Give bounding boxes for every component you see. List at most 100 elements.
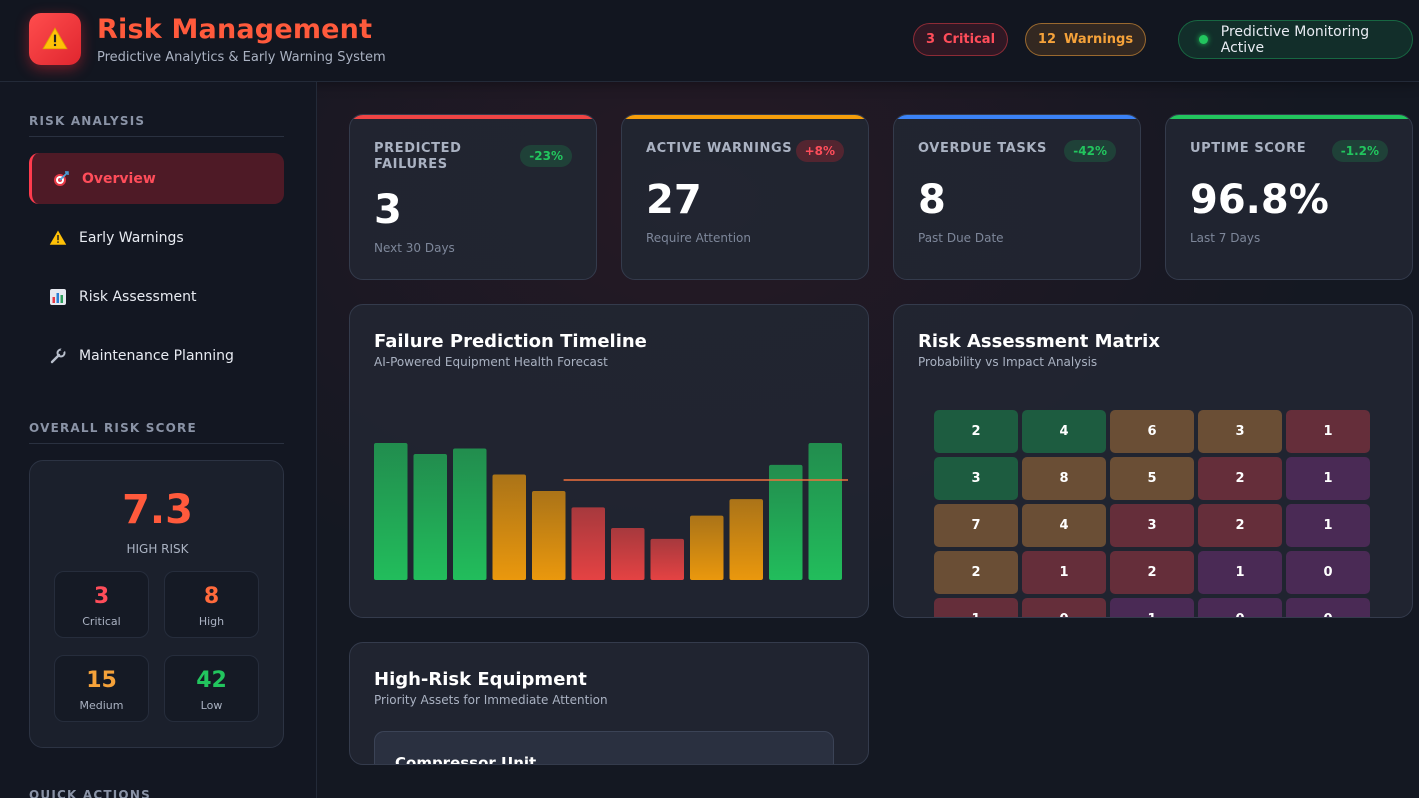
kpi-sub: Next 30 Days: [374, 241, 455, 255]
kpi-predicted-failures: PREDICTED FAILURES -23% 3 Next 30 Days: [349, 114, 597, 280]
equipment-name: Compressor Unit: [395, 754, 537, 765]
panel-subtitle: AI-Powered Equipment Health Forecast: [374, 355, 608, 369]
timeline-bar: [769, 464, 803, 580]
matrix-cell[interactable]: 1: [934, 598, 1018, 617]
timeline-bar: [611, 527, 645, 580]
sidebar-item-early-warnings[interactable]: Early Warnings: [29, 212, 284, 263]
count-label: High: [198, 615, 225, 628]
matrix-cell[interactable]: 2: [1110, 551, 1194, 594]
failure-timeline-chart: [374, 443, 848, 580]
panel-title: Failure Prediction Timeline: [374, 331, 647, 352]
panel-subtitle: Probability vs Impact Analysis: [918, 355, 1098, 369]
sidebar-item-label: Risk Assessment: [79, 288, 197, 305]
kpi-label: OVERDUE TASKS: [918, 141, 1047, 156]
warning-icon: [49, 229, 67, 247]
matrix-cell[interactable]: 4: [1022, 410, 1106, 453]
matrix-cell[interactable]: 0: [1198, 598, 1282, 617]
sidebar-item-risk-assessment[interactable]: Risk Assessment: [29, 271, 284, 322]
count-value: 8: [203, 584, 220, 609]
count-label: Critical: [82, 615, 121, 628]
matrix-cell[interactable]: 8: [1022, 457, 1106, 500]
matrix-cell[interactable]: 3: [1198, 410, 1282, 453]
kpi-uptime-score: UPTIME SCORE -1.2% 96.8% Last 7 Days: [1165, 114, 1413, 280]
sidebar-item-maintenance-planning[interactable]: Maintenance Planning: [29, 330, 284, 381]
warnings-badge[interactable]: 12 Warnings: [1025, 23, 1146, 56]
app-logo: [29, 13, 81, 65]
risk-count-high: 8 High: [164, 571, 259, 638]
timeline-bar: [374, 443, 408, 580]
risk-matrix-panel: Risk Assessment Matrix Probability vs Im…: [893, 304, 1413, 618]
monitoring-status: Predictive Monitoring Active: [1178, 20, 1413, 59]
target-icon: [52, 170, 70, 188]
matrix-cell[interactable]: 1: [1286, 504, 1370, 547]
sidebar: RISK ANALYSIS Overview Early Warnings Ri…: [0, 82, 317, 798]
risk-count-medium: 15 Medium: [54, 655, 149, 722]
kpi-change-badge: -23%: [520, 145, 572, 167]
matrix-cell[interactable]: 0: [1286, 598, 1370, 617]
page-subtitle: Predictive Analytics & Early Warning Sys…: [97, 50, 386, 65]
sidebar-item-label: Early Warnings: [79, 229, 184, 246]
matrix-cell[interactable]: 2: [934, 410, 1018, 453]
panel-title: High-Risk Equipment: [374, 669, 587, 690]
risk-score-panel: 7.3 HIGH RISK 3 Critical 8 High 15 Mediu…: [29, 460, 284, 748]
kpi-sub: Last 7 Days: [1190, 231, 1261, 245]
matrix-cell[interactable]: 5: [1110, 457, 1194, 500]
matrix-cell[interactable]: 1: [1022, 551, 1106, 594]
matrix-cell[interactable]: 3: [1110, 504, 1194, 547]
kpi-active-warnings: ACTIVE WARNINGS +8% 27 Require Attention: [621, 114, 869, 280]
sidebar-item-overview[interactable]: Overview: [29, 153, 284, 204]
matrix-cell[interactable]: 1: [1286, 410, 1370, 453]
matrix-cell[interactable]: 1: [1198, 551, 1282, 594]
kpi-change-badge: +8%: [795, 140, 844, 162]
warning-label: Warnings: [1064, 32, 1134, 47]
section-quick-actions: QUICK ACTIONS: [29, 788, 151, 798]
bar-chart-icon: [49, 288, 67, 306]
critical-count: 3: [925, 32, 936, 47]
matrix-cell[interactable]: 0: [1022, 598, 1106, 617]
equipment-item[interactable]: Compressor Unit: [374, 731, 834, 765]
kpi-overdue-tasks: OVERDUE TASKS -42% 8 Past Due Date: [893, 114, 1141, 280]
app-header: Risk Management Predictive Analytics & E…: [0, 0, 1419, 82]
matrix-cell[interactable]: 4: [1022, 504, 1106, 547]
kpi-value: 27: [646, 177, 702, 223]
timeline-bar: [808, 443, 842, 580]
kpi-accent-bar: [350, 115, 596, 119]
kpi-label: PREDICTED FAILURES: [374, 141, 462, 172]
matrix-cell[interactable]: 1: [1286, 457, 1370, 500]
warning-icon: [42, 27, 68, 50]
matrix-cell[interactable]: 6: [1110, 410, 1194, 453]
status-dot-icon: [1199, 35, 1208, 44]
matrix-cell[interactable]: 1: [1110, 598, 1194, 617]
section-overall-risk-score: OVERALL RISK SCORE: [29, 421, 284, 444]
wrench-icon: [49, 347, 67, 365]
kpi-value: 3: [374, 187, 402, 233]
timeline-bar: [650, 538, 684, 580]
matrix-cell[interactable]: 0: [1286, 551, 1370, 594]
high-risk-equipment-panel: High-Risk Equipment Priority Assets for …: [349, 642, 869, 765]
kpi-label: UPTIME SCORE: [1190, 141, 1307, 156]
count-value: 42: [196, 668, 227, 693]
kpi-value: 96.8%: [1190, 177, 1329, 223]
critical-badge[interactable]: 3 Critical: [913, 23, 1008, 56]
sidebar-item-label: Maintenance Planning: [79, 347, 234, 364]
timeline-bar: [413, 453, 447, 580]
matrix-cell[interactable]: 2: [1198, 504, 1282, 547]
count-label: Medium: [79, 699, 124, 712]
matrix-cell[interactable]: 2: [934, 551, 1018, 594]
timeline-bar: [571, 507, 605, 580]
panel-subtitle: Priority Assets for Immediate Attention: [374, 693, 608, 707]
risk-count-low: 42 Low: [164, 655, 259, 722]
matrix-cell[interactable]: 7: [934, 504, 1018, 547]
timeline-bar: [690, 515, 724, 580]
critical-label: Critical: [943, 32, 996, 47]
risk-score-value: 7.3: [122, 487, 193, 533]
kpi-sub: Require Attention: [646, 231, 751, 245]
monitoring-label: Predictive Monitoring Active: [1220, 23, 1370, 56]
timeline-bar: [729, 499, 763, 580]
timeline-bar: [492, 474, 526, 580]
kpi-accent-bar: [894, 115, 1140, 119]
matrix-cell[interactable]: 2: [1198, 457, 1282, 500]
count-value: 3: [93, 584, 110, 609]
section-risk-analysis: RISK ANALYSIS: [29, 114, 284, 137]
matrix-cell[interactable]: 3: [934, 457, 1018, 500]
